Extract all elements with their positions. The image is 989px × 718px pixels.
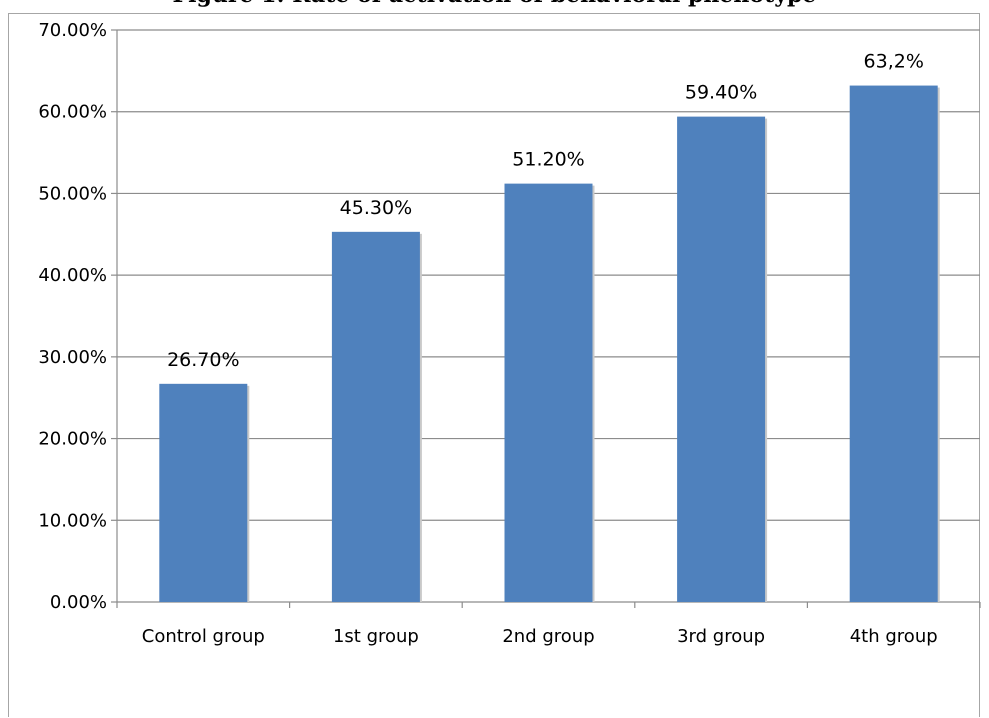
data-label: 59.40% — [685, 82, 757, 104]
bar — [159, 383, 248, 602]
y-tick-label: 0.00% — [50, 592, 107, 613]
y-tick-label: 70.00% — [38, 20, 107, 41]
bar — [331, 231, 420, 602]
data-label: 63,2% — [864, 51, 924, 73]
bar — [677, 116, 766, 603]
data-label: 51.20% — [512, 149, 584, 171]
data-label: 26.70% — [167, 349, 239, 371]
chart-title-text: Figure 1: Rate of activation of behavior… — [173, 0, 817, 8]
x-tick-label: 3rd group — [677, 626, 765, 647]
chart-title: Figure 1: Rate of activation of behavior… — [0, 0, 989, 8]
data-label: 45.30% — [340, 197, 412, 219]
y-tick-label: 10.00% — [38, 510, 107, 531]
y-tick-label: 40.00% — [38, 265, 107, 286]
y-tick-label: 30.00% — [38, 347, 107, 368]
bar — [504, 183, 593, 602]
x-tick-label: 2nd group — [502, 626, 594, 647]
y-tick-label: 20.00% — [38, 429, 107, 450]
x-tick-label: 1st group — [333, 626, 419, 647]
y-tick-label: 50.00% — [38, 183, 107, 204]
x-tick-label: 4th group — [850, 626, 938, 647]
y-tick-label: 60.00% — [38, 102, 107, 123]
bar — [849, 85, 938, 602]
x-tick-label: Control group — [142, 626, 265, 647]
